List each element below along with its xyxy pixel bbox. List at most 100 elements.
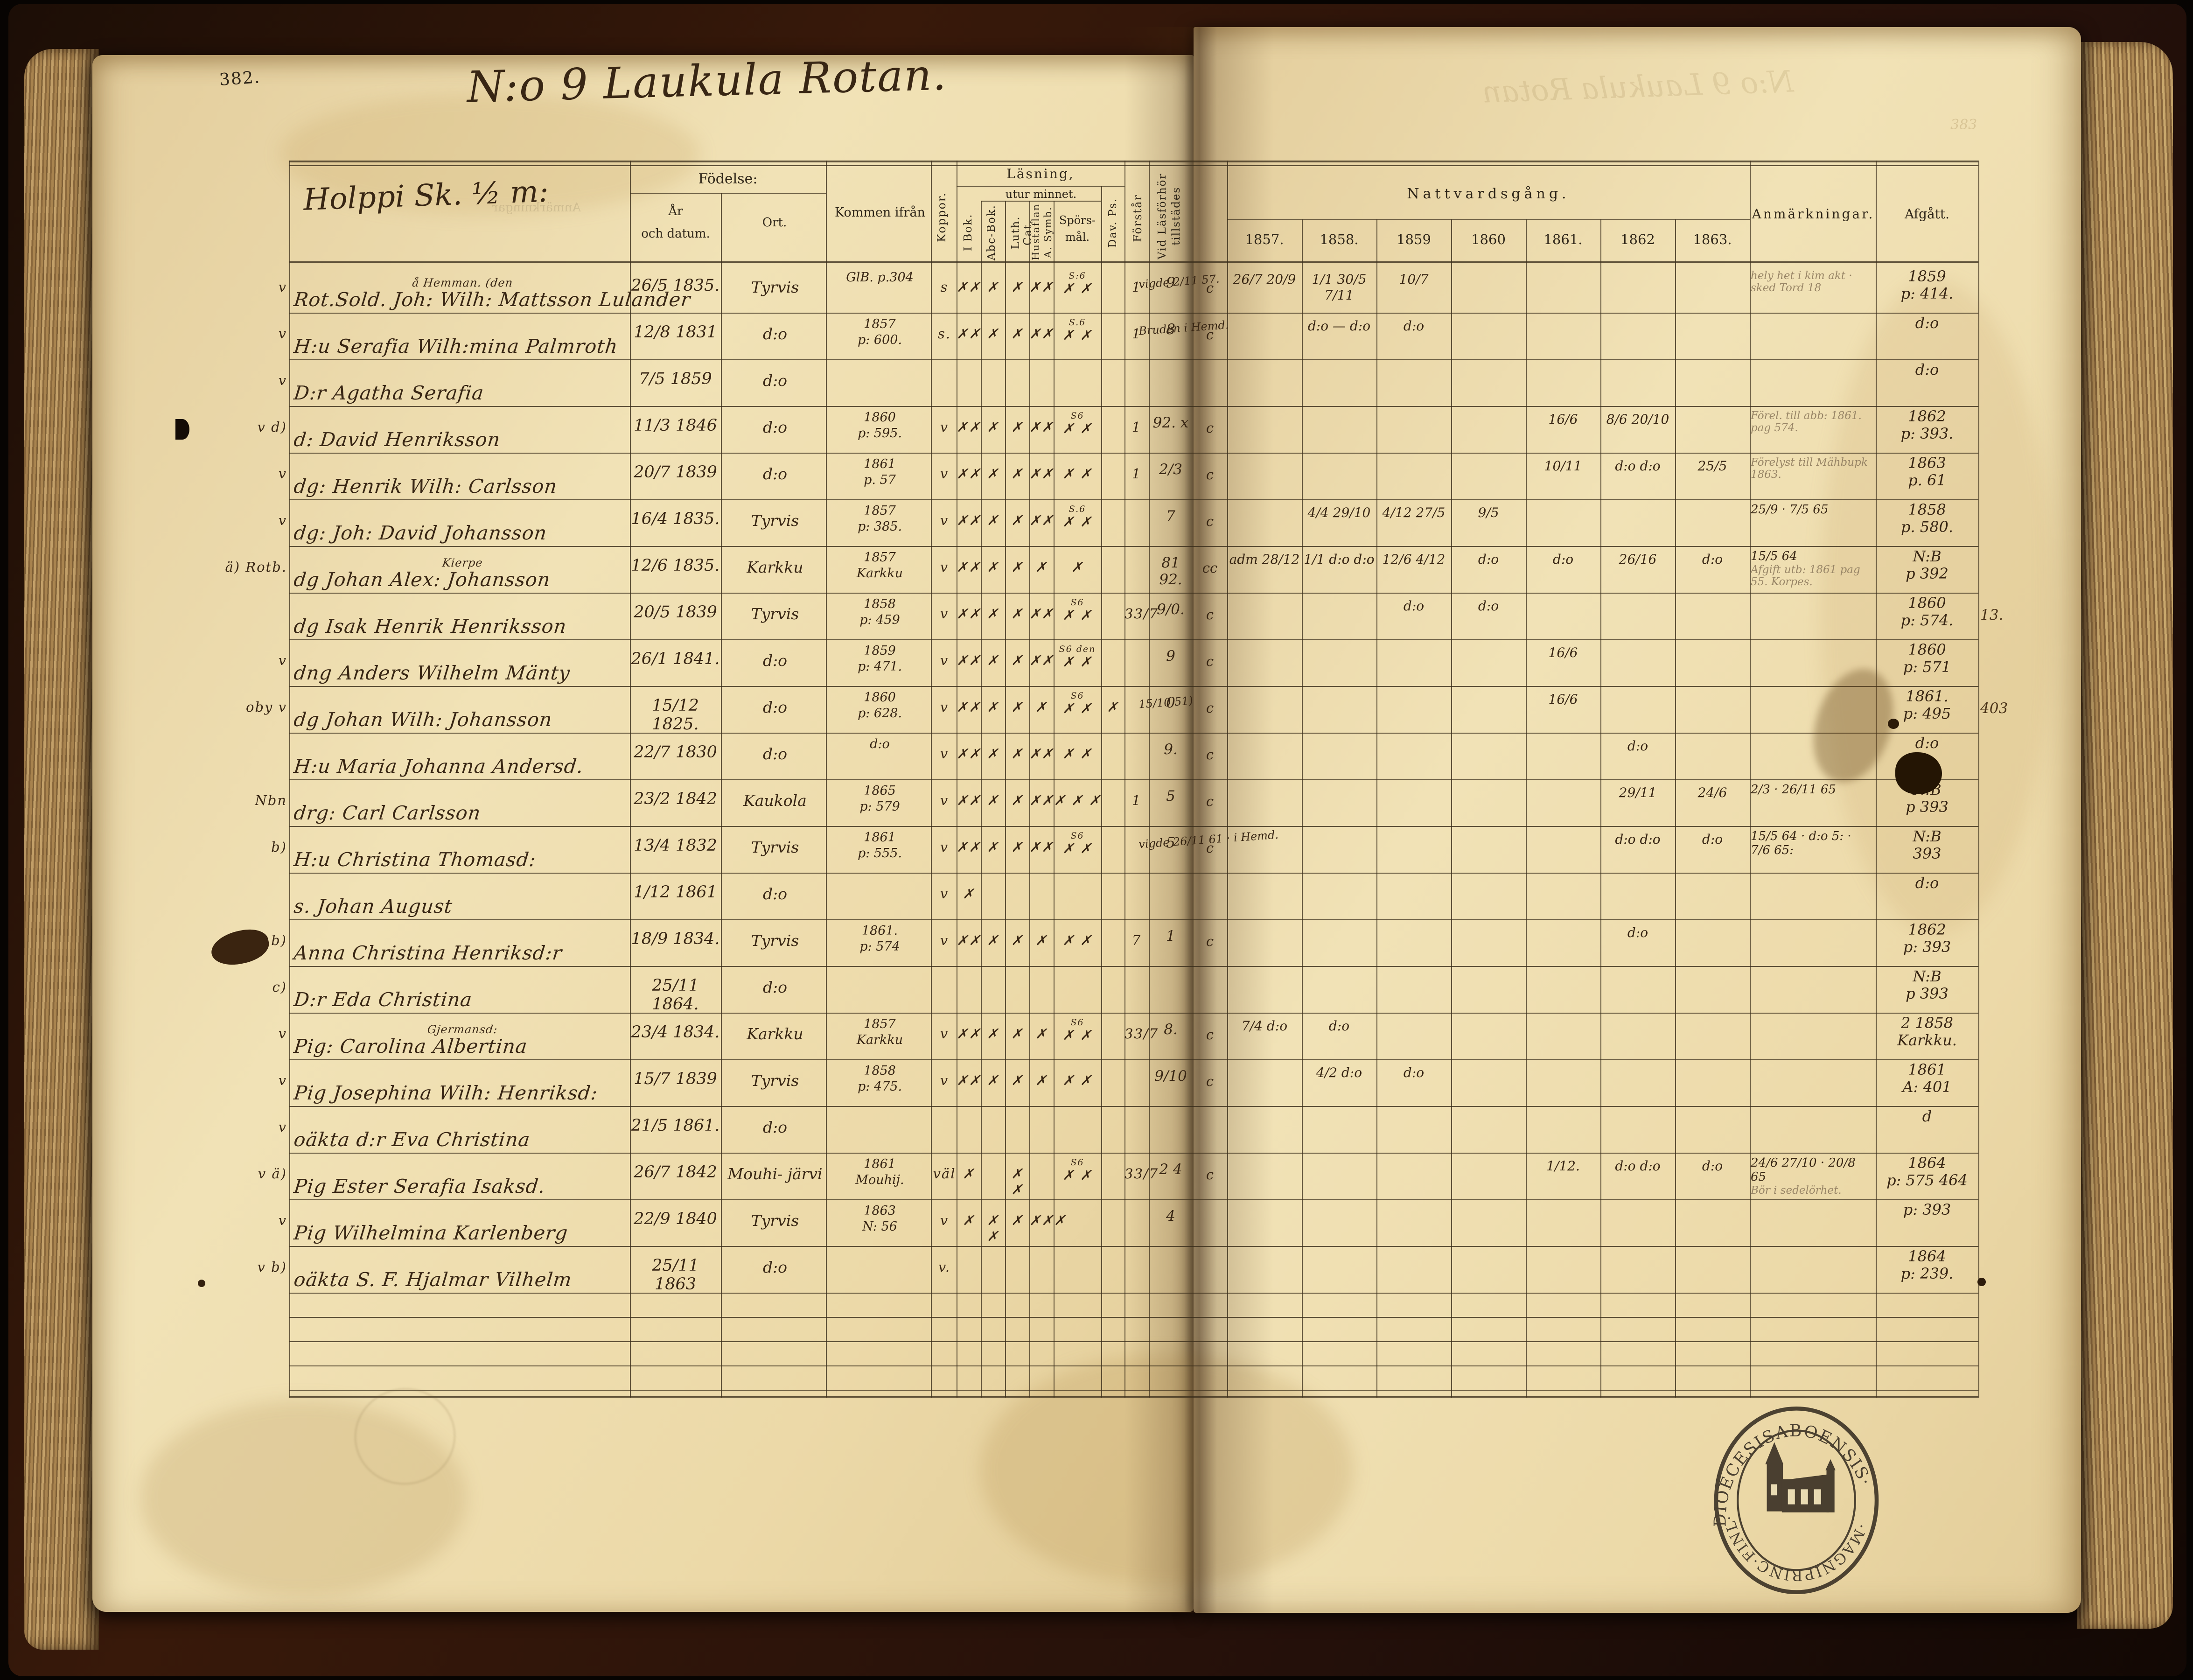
afgatt-value: 1861 A: 401 — [1902, 1061, 1952, 1096]
reading-mark: ✗ — [1035, 559, 1048, 575]
kommen-ifran: 1859 p: 471. — [857, 644, 902, 674]
grid-line — [1451, 219, 1452, 1398]
grid-line — [289, 873, 1978, 874]
grid-line — [289, 733, 1978, 734]
person-name: D:r Agatha Serafia — [293, 382, 485, 404]
afgatt-value: 1860 p: 571 — [1903, 641, 1951, 676]
header-sporsmal-1: Spörs- — [1059, 214, 1096, 227]
row-margin-mark: v — [278, 326, 287, 342]
birth-date: 11/3 1846 — [634, 416, 717, 435]
row-margin-mark: v b) — [257, 1259, 287, 1275]
grid-line — [289, 826, 1978, 827]
forstar-mark: 33/7 — [1124, 1166, 1159, 1182]
grid-line — [981, 201, 982, 1398]
afgatt-value: 1862 p: 393. — [1900, 407, 1954, 442]
grid-line — [1750, 161, 1751, 1398]
reading-mark: ✗ — [986, 1026, 999, 1042]
afgatt-value: 1864 p: 239. — [1900, 1247, 1954, 1282]
forstar-mark: 1 — [1131, 279, 1142, 295]
koppor-mark: v — [940, 652, 949, 668]
reading-mark: ✗✗ — [957, 792, 981, 808]
row-margin-mark: v — [278, 1072, 287, 1088]
reading-mark: ✗ — [1011, 652, 1024, 668]
koppor-mark: v — [940, 512, 949, 528]
anmarkning-pencil: hely het i kim akt · sked Tord 18 — [1751, 270, 1852, 294]
communion-date-1862: d:o — [1627, 925, 1648, 940]
communion-date-1862: 26/16 — [1619, 552, 1657, 567]
afgatt-margin-note: 13. — [1980, 607, 2004, 623]
afgatt-value: 1858 p. 580. — [1900, 501, 1954, 536]
birth-date: 21/5 1861. — [631, 1116, 720, 1135]
kommen-ifran: 1863 N: 56 — [862, 1204, 897, 1234]
grid-line — [981, 201, 1101, 202]
reading-mark: ✗ — [1011, 279, 1024, 295]
vidlasforhor-value: 9/0. — [1157, 601, 1185, 618]
birth-place: Karkku — [747, 1025, 803, 1043]
person-name-superscript: Gjermansd: — [426, 1023, 499, 1036]
ink-dot — [198, 1280, 205, 1287]
reading-mark: ✗✗ — [957, 419, 981, 435]
table-row: s. Johan August 1/12 1861 d:o v ✗ d:o — [0, 873, 2193, 919]
communion-check: c — [1206, 280, 1214, 296]
grid-line — [1101, 186, 1102, 1398]
header-year-1862: 1862 — [1620, 231, 1655, 247]
reading-mark: ✗ — [1011, 792, 1024, 808]
communion-check: c — [1206, 1073, 1214, 1089]
row-margin-mark: oby v — [245, 699, 287, 715]
reading-mark: ✗✗ — [1029, 652, 1054, 668]
communion-date-1858: 1/1 d:o d:o — [1304, 552, 1375, 567]
grid-line — [289, 261, 1978, 263]
reading-mark: ✗ — [986, 652, 999, 668]
row-margin-mark: v — [278, 1026, 287, 1042]
reading-mark: ✗ — [986, 419, 999, 435]
grid-line — [1526, 219, 1527, 1398]
header-hustaflan: Hustaflan — [1030, 203, 1041, 260]
header-vidlasforhor-2: tillstädes — [1170, 186, 1182, 246]
person-name-superscript: å Hemman. (den — [411, 276, 514, 289]
person-name: H:u Maria Johanna Andersd. — [293, 755, 585, 777]
person-name: dng Anders Wilhelm Mänty — [293, 662, 572, 684]
grid-line — [1675, 219, 1676, 1398]
header-forstar: Förstår — [1131, 194, 1144, 243]
communion-date-1857: 7/4 d:o — [1241, 1018, 1288, 1034]
forstar-mark: 33/7 — [1124, 606, 1159, 622]
sporsmal-mark: S6 ✗ ✗ — [1054, 1158, 1101, 1183]
person-name: drg: Carl Carlsson — [293, 802, 482, 824]
afgatt-value: N:B p 392 — [1906, 547, 1949, 582]
reading-mark: ✗✗ — [957, 652, 981, 668]
reading-mark: ✗ — [1011, 1026, 1024, 1042]
sporsmal-grade: S:6 — [1069, 271, 1086, 281]
birth-place: d:o — [762, 325, 788, 343]
sporsmal-mark: ✗ ✗ — [1062, 466, 1092, 482]
stamp-inner-ring — [1737, 1429, 1856, 1571]
communion-date-1862: 8/6 20/10 — [1606, 412, 1669, 427]
ink-dot — [1888, 719, 1899, 729]
reading-mark: ✗ — [986, 839, 999, 855]
afgatt-value: 1859 p: 414. — [1900, 267, 1954, 302]
reading-mark: ✗✗ — [1029, 606, 1054, 622]
kommen-ifran: 1861 p. 57 — [864, 457, 896, 487]
birth-place: d:o — [762, 418, 788, 436]
grid-line — [1124, 161, 1125, 1398]
reading-mark: ✗✗ — [1029, 839, 1054, 855]
person-name: dg: Joh: David Johansson — [293, 522, 548, 544]
koppor-mark: v — [940, 699, 949, 715]
reading-mark: ✗ — [1011, 746, 1024, 762]
reading-mark: ✗✗ — [957, 466, 981, 482]
kommen-ifran: 1858 p: 475. — [857, 1064, 902, 1094]
right-page-stack-edge — [2077, 42, 2173, 1629]
communion-check: c — [1206, 420, 1214, 436]
afgatt-value: d — [1922, 1107, 1932, 1125]
person-name: H:u Christina Thomasd: — [293, 848, 538, 871]
anmarkning-pencil: Bör i sedelörhet. — [1751, 1184, 1842, 1197]
koppor-mark: v. — [938, 1259, 951, 1275]
communion-check: c — [1206, 793, 1214, 809]
reading-mark: ✗ — [1011, 419, 1024, 435]
table-row: v Pig Josephina Wilh: Henriksd: 15/7 1839 T… — [0, 1059, 2193, 1106]
table-row: v b) oäkta S. F. Hjalmar Vilhelm 25/11 186… — [0, 1246, 2193, 1294]
table-row: v dng Anders Wilhelm Mänty 26/1 1841. d:o 18… — [0, 639, 2193, 686]
birth-place: Tyrvis — [751, 931, 799, 950]
kommen-ifran: d:o — [870, 737, 890, 751]
sporsmal-mark: S6 ✗ ✗ — [1054, 832, 1101, 857]
sporsmal-mark: ✗ ✗ — [1062, 932, 1092, 948]
